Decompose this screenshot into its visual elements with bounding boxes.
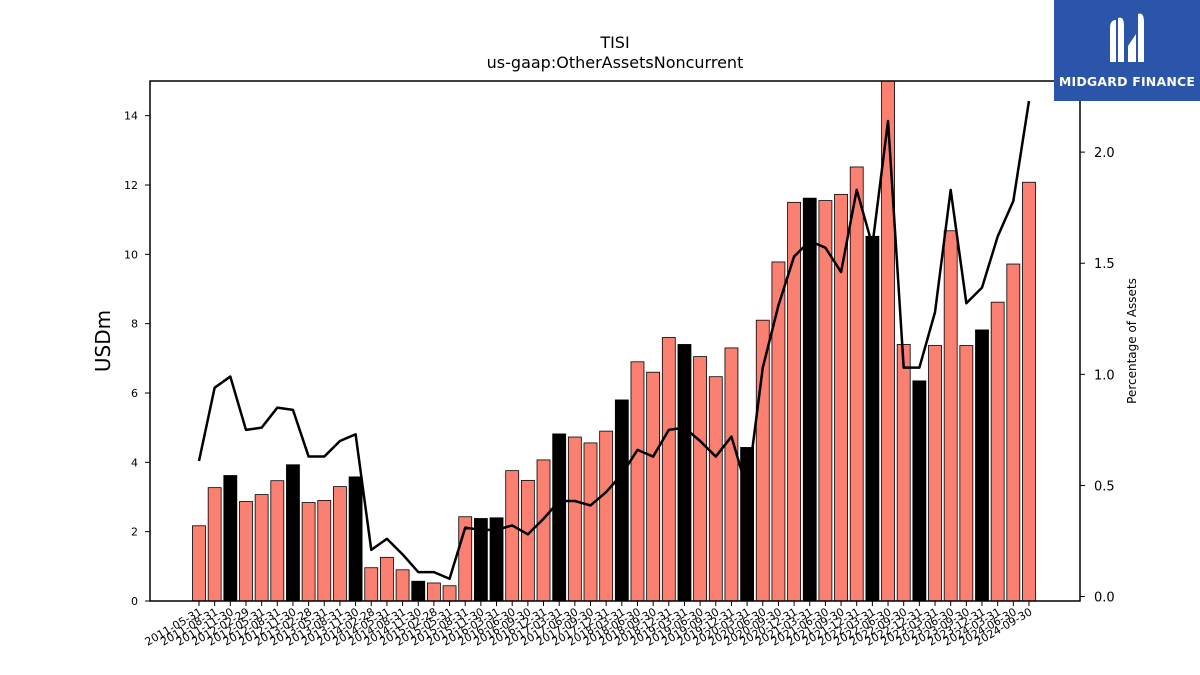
bar xyxy=(646,371,661,602)
bar xyxy=(223,475,238,602)
bar xyxy=(928,345,942,602)
bar xyxy=(865,235,880,602)
bar xyxy=(567,436,582,602)
bar xyxy=(802,197,817,602)
bar xyxy=(442,585,457,602)
bar xyxy=(755,319,770,602)
bar xyxy=(411,580,426,602)
brand-name: MIDGARD FINANCE xyxy=(1058,74,1196,89)
y-tick-label: 2 xyxy=(131,526,138,539)
y-tick-label: 10 xyxy=(124,248,138,261)
y2-axis-ticks: 0.0 0.5 1.0 1.5 2.0 xyxy=(1080,146,1115,606)
bar xyxy=(239,501,253,602)
brand-logo: MIDGARD FINANCE xyxy=(1054,0,1200,101)
bar xyxy=(1006,263,1021,602)
bar xyxy=(630,361,645,602)
bar xyxy=(1022,181,1036,602)
bar xyxy=(912,380,927,602)
bar xyxy=(787,201,801,602)
y-tick-label: 0 xyxy=(131,595,138,608)
bar xyxy=(583,442,598,602)
bar xyxy=(286,464,300,602)
bar xyxy=(301,502,316,602)
bar xyxy=(614,399,629,602)
bar xyxy=(254,494,269,602)
y2-tick-label: 2.0 xyxy=(1094,146,1115,161)
bar xyxy=(771,261,786,602)
bar xyxy=(348,476,363,602)
bar xyxy=(552,433,567,602)
bar xyxy=(975,329,989,602)
percentage-line xyxy=(197,100,1031,581)
x-axis-ticks: 2011-05-312011-08-312011-11-302012-02-29… xyxy=(143,601,1034,649)
bar xyxy=(380,556,394,602)
bar xyxy=(693,356,708,602)
bar xyxy=(505,470,520,602)
y-axis-label: USDm xyxy=(91,310,115,372)
y2-tick-label: 1.5 xyxy=(1094,257,1115,272)
bar xyxy=(536,459,551,602)
y-tick-label: 6 xyxy=(131,387,138,400)
y-tick-label: 8 xyxy=(131,318,138,331)
bar xyxy=(317,500,332,602)
bar xyxy=(849,166,864,602)
bar xyxy=(818,200,833,602)
bar xyxy=(426,582,441,602)
bar xyxy=(990,301,1005,602)
bar xyxy=(834,193,848,602)
chart-subtitle: us-gaap:OtherAssetsNoncurrent xyxy=(487,53,744,72)
bar xyxy=(270,480,285,602)
bar xyxy=(724,347,739,602)
y2-tick-label: 1.0 xyxy=(1094,368,1115,383)
bar xyxy=(677,344,692,602)
bar xyxy=(364,567,379,602)
bar xyxy=(520,479,535,602)
y2-tick-label: 0.0 xyxy=(1094,591,1115,606)
y2-axis-label: Percentage of Assets xyxy=(1125,278,1139,404)
bar xyxy=(207,487,222,602)
bar xyxy=(661,337,676,602)
y-tick-label: 14 xyxy=(124,110,138,123)
bar xyxy=(896,344,911,602)
y-tick-label: 4 xyxy=(131,456,138,469)
line-layer xyxy=(197,100,1031,581)
bar xyxy=(599,430,614,602)
bar xyxy=(943,230,958,602)
chart-title: TISI xyxy=(599,33,629,52)
bar xyxy=(708,376,723,602)
plot-frame xyxy=(149,80,1081,602)
bar xyxy=(333,486,347,602)
midgard-m-logo-icon xyxy=(1110,13,1144,63)
y-axis-ticks: 0 2 4 6 8 10 12 14 xyxy=(124,110,150,608)
bar xyxy=(192,525,206,602)
bar xyxy=(959,345,974,602)
y-tick-label: 12 xyxy=(124,179,138,192)
bar xyxy=(395,569,410,602)
bars-layer xyxy=(192,80,1036,602)
y2-tick-label: 0.5 xyxy=(1094,479,1115,494)
